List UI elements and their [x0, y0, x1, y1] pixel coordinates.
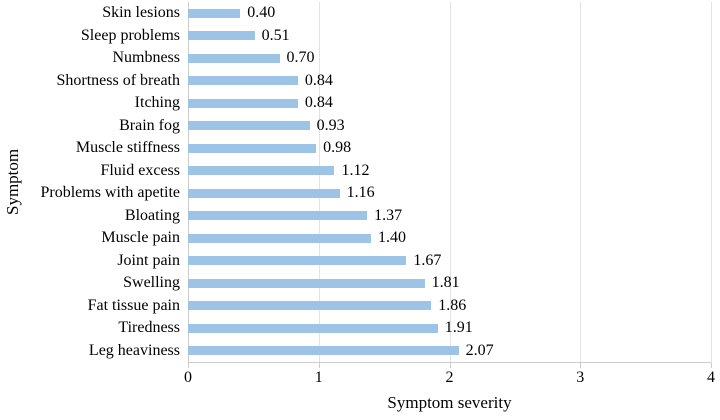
bar	[188, 98, 298, 108]
value-label: 0.93	[316, 116, 345, 134]
bar-row: Muscle pain 1.40	[101, 227, 711, 250]
value-label: 1.12	[341, 161, 370, 179]
x-tick-label: 1	[314, 369, 323, 386]
x-tick-mark	[449, 363, 451, 368]
category-label: Sleep problems	[80, 26, 180, 44]
bar-row: Itching 0.84	[135, 92, 711, 115]
x-tick-mark	[318, 363, 320, 368]
x-tick-label: 4	[707, 369, 715, 386]
gridline	[580, 2, 582, 363]
bar-row: Brain fog 0.93	[119, 115, 711, 138]
category-label: Fluid excess	[100, 161, 180, 179]
x-axis-line	[188, 362, 711, 363]
bar-row: Fluid excess 1.12	[100, 160, 711, 183]
bar	[188, 346, 459, 356]
value-label: 1.40	[378, 229, 407, 247]
bar-row: Numbness 0.70	[112, 47, 711, 70]
bar	[188, 8, 241, 18]
bar-rows: Skin lesions 0.40 Sleep problems 0.51 Nu…	[40, 2, 711, 363]
bar-row: Sleep problems 0.51	[81, 25, 711, 48]
bar	[188, 31, 255, 41]
bar-row: Problems with apetite 1.16	[40, 182, 711, 205]
value-label: 1.37	[374, 206, 403, 224]
value-label: 2.07	[465, 341, 494, 359]
x-tick-mark	[711, 363, 712, 368]
category-label: Brain fog	[119, 116, 180, 134]
bar-row: Skin lesions 0.40	[102, 2, 711, 25]
value-label: 1.91	[444, 319, 473, 337]
bar	[188, 121, 310, 131]
category-label: Numbness	[112, 49, 180, 67]
x-tick-label: 0	[184, 369, 192, 386]
bar	[188, 211, 368, 221]
category-label: Itching	[134, 94, 180, 112]
category-label: Swelling	[123, 274, 180, 292]
bar	[188, 256, 407, 266]
plot-area: Skin lesions 0.40 Sleep problems 0.51 Nu…	[40, 2, 712, 367]
bar	[188, 301, 432, 311]
bar-row: Swelling 1.81	[123, 272, 711, 295]
x-axis-title: Symptom severity	[387, 393, 512, 412]
value-label: 1.16	[346, 184, 375, 202]
category-label: Muscle stiffness	[75, 139, 180, 157]
x-tick-label: 3	[576, 369, 585, 386]
bar	[188, 278, 425, 288]
x-tick-mark	[188, 363, 189, 368]
bar	[188, 166, 335, 176]
x-tick-label: 2	[445, 369, 454, 386]
category-label: Leg heaviness	[88, 341, 180, 359]
bar-row: Leg heaviness 2.07	[89, 340, 711, 363]
category-label: Skin lesions	[102, 4, 180, 22]
value-label: 0.70	[286, 49, 315, 67]
value-label: 0.40	[247, 4, 276, 22]
bar	[188, 76, 298, 86]
bar	[188, 188, 340, 198]
bar-row: Fat tissue pain 1.86	[88, 295, 711, 318]
bar-row: Muscle stiffness 0.98	[76, 137, 711, 160]
gridline	[449, 2, 451, 363]
value-label: 1.81	[431, 274, 460, 292]
bar-row: Tiredness 1.91	[118, 317, 711, 340]
category-label: Bloating	[124, 206, 180, 224]
category-label: Fat tissue pain	[87, 296, 180, 314]
gridline	[318, 2, 320, 363]
value-label: 0.98	[323, 139, 352, 157]
category-label: Muscle pain	[101, 229, 180, 247]
bar-row: Joint pain 1.67	[117, 250, 711, 273]
category-label: Tiredness	[118, 319, 180, 337]
value-label: 1.86	[438, 296, 467, 314]
y-axis-line	[188, 2, 189, 367]
bar-row: Bloating 1.37	[125, 205, 711, 228]
category-label: Joint pain	[117, 251, 180, 269]
value-label: 0.84	[304, 94, 333, 112]
category-label: Shortness of breath	[56, 71, 180, 89]
bar	[188, 233, 372, 243]
value-label: 0.51	[261, 26, 290, 44]
bar	[188, 143, 317, 153]
bar-row: Shortness of breath 0.84	[56, 70, 711, 93]
value-label: 0.84	[304, 71, 333, 89]
bar	[188, 323, 438, 333]
y-axis-title: Symptom	[3, 148, 22, 215]
x-tick-mark	[580, 363, 582, 368]
category-label: Problems with apetite	[40, 184, 180, 202]
value-label: 1.67	[413, 251, 442, 269]
bar	[188, 53, 280, 63]
gridline	[711, 2, 712, 363]
